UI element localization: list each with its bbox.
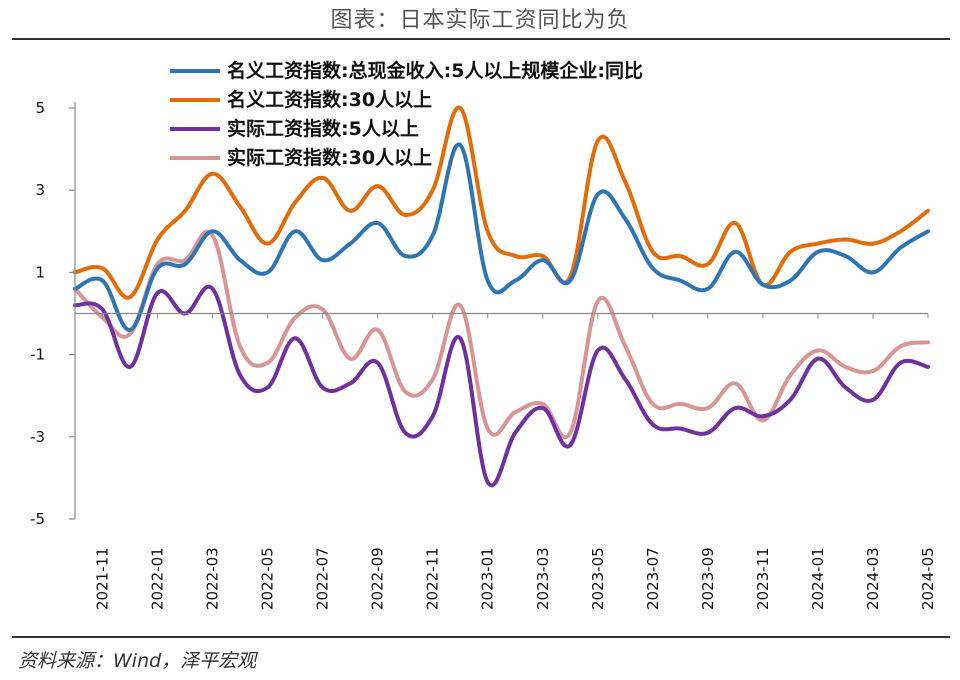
x-tick-label: 2022-11: [424, 547, 442, 610]
legend-label-4: 实际工资指数:30人以上: [227, 146, 432, 169]
x-tick-label: 2024-01: [809, 547, 827, 610]
x-tick-label: 2023-07: [644, 547, 662, 610]
x-tick-label: 2024-05: [919, 547, 937, 610]
x-tick-label: 2022-05: [259, 547, 277, 610]
x-tick-label: 2022-07: [314, 547, 332, 610]
x-tick-label: 2022-01: [149, 547, 167, 610]
y-tick-label: -1: [30, 346, 45, 364]
x-tick-label: 2023-03: [534, 547, 552, 610]
legend-label-1: 名义工资指数:总现金收入:5人以上规模企业:同比: [227, 59, 643, 82]
y-tick-label: -3: [30, 428, 45, 446]
source-note: 资料来源：Wind，泽平宏观: [18, 650, 257, 672]
bottom-rule: [12, 636, 950, 638]
legend-label-2: 名义工资指数:30人以上: [227, 88, 432, 111]
top-rule: [12, 38, 950, 40]
chart-title: 图表：日本实际工资同比为负: [330, 8, 630, 33]
x-tick-label: 2022-03: [204, 547, 222, 610]
y-tick-label: 1: [35, 263, 45, 281]
x-tick-label: 2023-01: [479, 547, 497, 610]
y-tick-label: 5: [35, 99, 45, 117]
x-tick-label: 2023-09: [699, 547, 717, 610]
x-tick-label: 2022-09: [369, 547, 387, 610]
series-line-1: [73, 142, 930, 332]
y-tick-label: -5: [30, 510, 45, 528]
x-tick-label: 2023-11: [754, 547, 772, 610]
x-tick-label: 2023-05: [589, 547, 607, 610]
y-tick-label: 3: [35, 181, 45, 199]
series-line-3: [73, 284, 930, 488]
series-line-2: [73, 105, 930, 300]
legend-label-3: 实际工资指数:5人以上: [227, 117, 419, 140]
x-tick-label: 2024-03: [864, 547, 882, 610]
series-line-4: [73, 229, 930, 439]
x-tick-label: 2021-11: [94, 547, 112, 610]
